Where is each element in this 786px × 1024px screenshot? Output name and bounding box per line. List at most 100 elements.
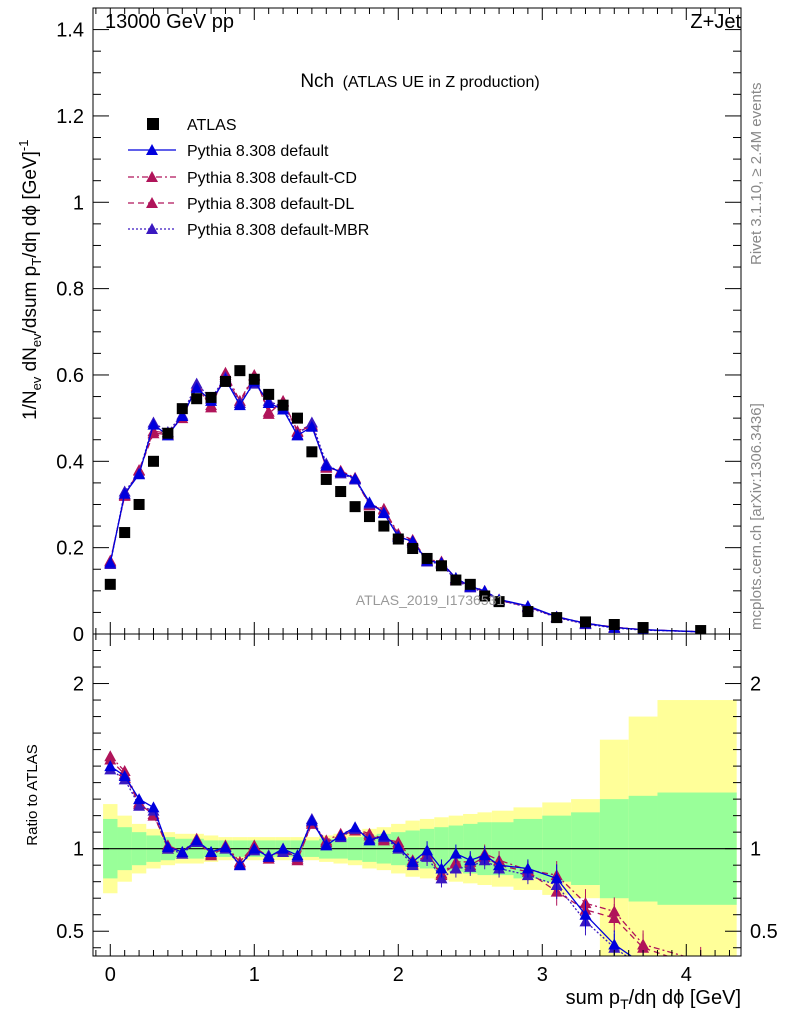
main-point-data <box>147 455 159 467</box>
rivet-version-label: Rivet 3.1.10, ≥ 2.4M events <box>748 83 765 266</box>
analysis-watermark: ATLAS_2019_I1736531 <box>356 592 505 608</box>
main-point-data <box>263 388 275 400</box>
ratio-point-default <box>320 839 333 851</box>
main-point-data <box>306 446 318 458</box>
legend-label-mbr: Pythia 8.308 default-MBR <box>187 222 369 239</box>
main-point-data <box>363 511 375 523</box>
ratio-point-default <box>219 841 232 853</box>
x-tick-label: 4 <box>681 964 692 986</box>
main-y-tick-label: 1.2 <box>56 106 84 128</box>
main-point-default <box>320 459 333 471</box>
main-y-tick-label: 1.4 <box>56 20 84 42</box>
ratio-point-mbr <box>435 872 448 884</box>
main-point-data <box>234 365 246 377</box>
x-tick-label: 1 <box>249 964 260 986</box>
main-point-default <box>190 381 203 393</box>
ratio-point-cd <box>700 954 702 956</box>
ratio-point-default <box>406 855 419 867</box>
main-point-default <box>233 399 246 411</box>
main-point-default <box>305 420 318 432</box>
ratio-point-default <box>262 850 275 862</box>
ratio-point-default <box>334 829 347 841</box>
main-point-data <box>335 486 347 498</box>
ratio-point-default <box>695 975 707 986</box>
ratio-point-default <box>421 844 434 856</box>
ratio-point-default <box>205 845 218 857</box>
main-y-axis-label: 1/Nev dNev/dsum pT/dη dϕ [GeV]-1 <box>16 140 44 421</box>
ratio-point-mbr <box>637 962 649 973</box>
main-point-default <box>176 409 189 421</box>
ratio-point-default <box>478 849 491 861</box>
ratio-point-default <box>190 834 203 846</box>
ratio-point-default <box>449 847 462 859</box>
main-point-data <box>450 574 462 586</box>
main-point-default <box>262 397 275 409</box>
ratio-point-default <box>637 958 649 969</box>
ratio-point-cd <box>637 938 650 950</box>
ratio-y-tick-label-right: 1 <box>750 839 761 861</box>
ratio-point-mbr <box>133 799 146 811</box>
ratio-point-default <box>392 841 405 853</box>
main-point-data <box>637 622 649 634</box>
main-point-default <box>133 468 146 480</box>
main-plot-area <box>104 365 707 634</box>
legend-marker-default <box>146 144 158 155</box>
main-point-data <box>435 560 447 572</box>
ratio-point-default <box>133 793 146 805</box>
main-point-data <box>407 543 419 555</box>
main-point-data <box>349 501 361 513</box>
ratio-line-mbr <box>109 768 628 956</box>
main-point-data <box>464 578 476 590</box>
legend-label-dl: Pythia 8.308 default-DL <box>187 196 354 213</box>
main-point-data <box>133 498 145 510</box>
main-point-data <box>378 520 390 532</box>
legend-label-default: Pythia 8.308 default <box>187 143 329 160</box>
ratio-point-default <box>118 770 131 782</box>
main-point-default <box>334 466 347 478</box>
main-y-tick-label: 1 <box>73 192 84 214</box>
main-line-mbr <box>109 375 701 633</box>
ratio-plot-area <box>93 700 741 986</box>
legend-marker-dl <box>146 197 158 208</box>
ratio-line-default <box>109 765 633 956</box>
x-tick-label: 0 <box>105 964 116 986</box>
main-point-data <box>479 590 491 602</box>
ratio-point-default <box>305 814 318 826</box>
main-point-data <box>191 393 203 405</box>
header-left-label: 13000 GeV pp <box>105 11 234 33</box>
main-point-data <box>205 391 217 403</box>
x-axis-label: sum pT/dη dϕ [GeV] <box>566 987 741 1012</box>
ratio-point-default <box>521 862 534 874</box>
main-point-default <box>349 472 362 484</box>
mcplots-credit-label: mcplots.cern.ch [arXiv:1306.3436] <box>748 403 765 630</box>
main-point-default <box>104 556 117 568</box>
main-point-data <box>392 533 404 545</box>
main-point-default <box>118 487 131 499</box>
ratio-point-cd <box>104 750 117 762</box>
main-point-data <box>320 473 332 485</box>
main-y-tick-label: 0 <box>73 624 84 646</box>
ratio-point-default <box>493 859 506 871</box>
ratio-point-default <box>176 845 189 857</box>
main-frame <box>92 7 742 635</box>
ratio-point-default <box>248 842 261 854</box>
ratio-point-default <box>161 841 174 853</box>
main-point-data <box>119 527 131 539</box>
plot-title: Nch (ATLAS UE in Z production) <box>300 71 539 92</box>
ratio-y-tick-label: 0.5 <box>56 921 84 943</box>
main-point-default <box>147 418 160 430</box>
ratio-y-tick-label-right: 2 <box>750 674 761 696</box>
main-point-data <box>493 596 505 608</box>
ratio-point-default <box>435 862 448 874</box>
main-point-data <box>104 578 116 590</box>
main-point-default <box>377 507 390 519</box>
x-tick-label: 2 <box>393 964 404 986</box>
main-point-cd <box>262 407 275 419</box>
main-line-default <box>109 378 701 633</box>
ratio-point-mbr <box>449 862 462 874</box>
legend-label-data: ATLAS <box>187 117 237 134</box>
main-point-data <box>248 373 260 385</box>
main-point-data <box>522 606 534 618</box>
ratio-point-default <box>377 829 390 841</box>
